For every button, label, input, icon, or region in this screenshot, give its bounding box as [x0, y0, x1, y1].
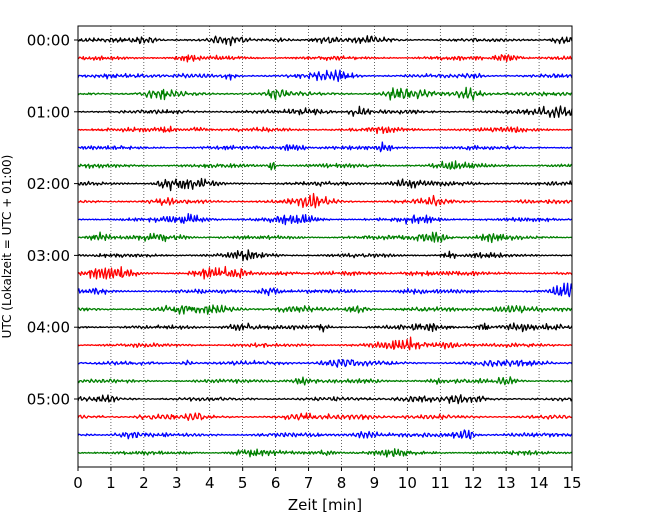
trace-line: [77, 376, 573, 386]
trace-line: [77, 213, 573, 226]
trace-line: [77, 249, 573, 262]
y-tick-label: 01:00: [27, 103, 70, 121]
trace-line: [77, 177, 573, 192]
x-tick-label: 7: [304, 474, 314, 492]
trace-line: [77, 265, 573, 280]
y-tick-label: 05:00: [27, 391, 70, 409]
trace-line: [77, 86, 573, 101]
y-tick-label: 04:00: [27, 319, 70, 337]
plot-frame: [77, 25, 573, 468]
x-tick-label: 14: [530, 474, 549, 492]
x-tick-label: 15: [562, 474, 581, 492]
trace-line: [77, 448, 573, 458]
trace-line: [77, 192, 573, 209]
x-tick-label: 1: [106, 474, 116, 492]
y-tick-label: 03:00: [27, 247, 70, 265]
trace-line: [77, 282, 573, 298]
trace-line: [77, 322, 573, 333]
trace-line: [77, 105, 573, 119]
trace-line: [77, 141, 573, 153]
y-axis-ticks: 00:00 01:00 02:00 03:00 04:00 05:00: [27, 32, 78, 409]
trace-line: [77, 35, 573, 47]
y-axis-label: UTC (Lokalzeit = UTC + 01:00): [0, 155, 14, 339]
y-tick-label: 00:00: [27, 32, 70, 50]
x-tick-label: 10: [398, 474, 417, 492]
trace-line: [77, 231, 573, 244]
x-axis-ticks: 0 1 2 3 4 5 6 7 8 9 10 11 12 13 14 15: [73, 467, 582, 492]
trace-line: [77, 336, 573, 351]
x-tick-label: 11: [431, 474, 450, 492]
trace-line: [77, 160, 573, 171]
trace-line: [77, 359, 573, 368]
x-tick-label: 8: [337, 474, 347, 492]
x-axis-label: Zeit [min]: [288, 496, 362, 514]
trace-line: [77, 69, 573, 83]
trace-line: [77, 412, 573, 421]
x-tick-label: 2: [139, 474, 149, 492]
x-tick-label: 9: [370, 474, 380, 492]
trace-line: [77, 125, 573, 135]
x-tick-label: 13: [497, 474, 516, 492]
trace-line: [77, 429, 573, 440]
y-tick-label: 02:00: [27, 175, 70, 193]
x-tick-label: 4: [205, 474, 215, 492]
x-tick-label: 12: [464, 474, 483, 492]
x-tick-label: 5: [238, 474, 248, 492]
trace-line: [77, 394, 573, 405]
x-tick-label: 6: [271, 474, 281, 492]
x-tick-label: 0: [73, 474, 83, 492]
trace-line: [77, 54, 573, 63]
trace-line: [77, 304, 573, 315]
x-tick-label: 3: [172, 474, 182, 492]
trace-layer: [77, 35, 573, 458]
